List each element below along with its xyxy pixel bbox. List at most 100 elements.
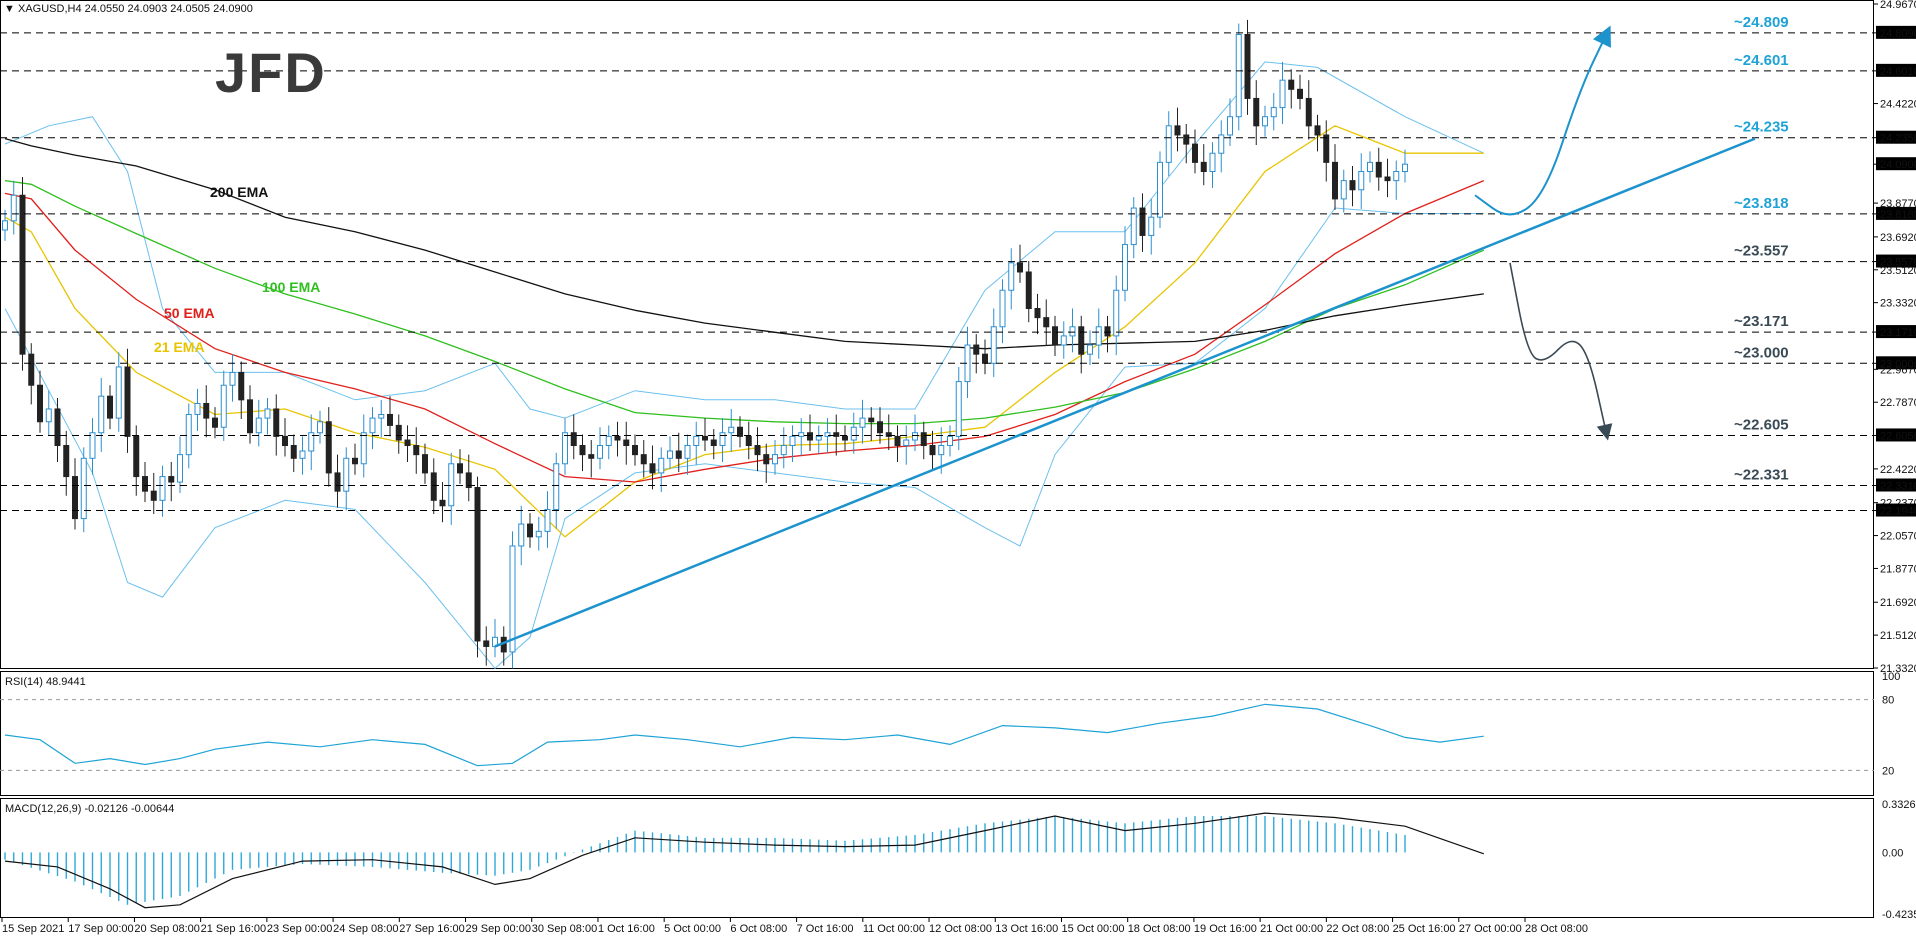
time-tick-label: 27 Sep 16:00: [399, 923, 464, 935]
price-tick-label: 24.8090: [1880, 28, 1916, 40]
candle-body: [912, 432, 918, 441]
candle-body: [1297, 88, 1303, 99]
candle-body: [37, 384, 43, 423]
candle-body: [929, 445, 936, 456]
candle-body: [955, 381, 962, 437]
ema-21-line: [4, 125, 1484, 538]
candle-body: [28, 353, 35, 386]
candle-body: [124, 366, 131, 437]
candle-body: [54, 408, 61, 447]
candle-body: [360, 432, 367, 465]
candle-body: [842, 435, 848, 441]
candle-body: [290, 445, 297, 459]
candle-body: [1270, 107, 1277, 118]
price-tick-label: 24.9670: [1880, 0, 1916, 11]
candlesticks: [2, 19, 1408, 669]
candle-body: [719, 432, 726, 447]
candle-body: [247, 399, 253, 434]
rsi-tick-label: 100: [1882, 671, 1900, 683]
rsi-line: [4, 703, 1484, 767]
ema-100-line: [4, 179, 1485, 425]
candle-body: [404, 439, 411, 447]
candle-body: [518, 523, 525, 547]
candle-body: [1104, 326, 1111, 337]
candle-body: [107, 395, 113, 419]
candle-body: [1393, 171, 1400, 182]
rsi-panel-frame: [0, 671, 1874, 796]
macd-tick-label: -0.4235: [1882, 909, 1916, 921]
candle-body: [579, 445, 586, 456]
candle-body: [614, 435, 621, 441]
macd-tick-label: 0.33268: [1882, 799, 1916, 811]
candle-body: [422, 454, 428, 474]
support-trendline: [494, 137, 1756, 648]
ema-label-50: 50 EMA: [164, 305, 215, 321]
collapse-triangle-icon[interactable]: ▼: [4, 3, 15, 15]
horizontal-levels: ~24.809 ~24.601 ~24.235 ~23.818 ~23.557 ~23.1…: [0, 14, 1874, 512]
candle-body: [1340, 180, 1347, 200]
time-tick-label: 5 Oct 00:00: [664, 923, 721, 935]
candle-body: [684, 445, 691, 459]
time-tick-label: 19 Oct 16:00: [1194, 923, 1257, 935]
time-tick-label: 15 Sep 2021: [2, 923, 64, 935]
candle-body: [1165, 125, 1172, 163]
candle-body: [177, 454, 183, 483]
candle-body: [632, 445, 638, 456]
candle-body: [483, 640, 490, 647]
candle-body: [509, 545, 516, 653]
ema-label-200: 200 EMA: [210, 184, 268, 200]
candle-body: [920, 432, 927, 447]
candle-body: [667, 450, 673, 459]
trendline-and-projections: [494, 25, 1756, 648]
price-tick-label: 22.6050: [1880, 430, 1916, 442]
candle-body: [1227, 116, 1233, 136]
candle-body: [1148, 216, 1155, 236]
candle-body: [168, 476, 175, 483]
level-label: ~24.601: [1734, 52, 1789, 69]
ema-200-line: [4, 137, 1484, 350]
candle-body: [527, 523, 533, 538]
candle-body: [605, 435, 612, 447]
candle-body: [1244, 34, 1251, 99]
time-tick-label: 7 Oct 16:00: [797, 923, 854, 935]
candle-body: [693, 435, 700, 447]
candle-body: [220, 384, 227, 428]
candle-body: [728, 426, 735, 434]
time-tick-label: 21 Sep 16:00: [201, 923, 266, 935]
candle-body: [1130, 207, 1137, 246]
candle-body: [448, 463, 455, 507]
time-tick-label: 29 Sep 00:00: [466, 923, 531, 935]
candle-body: [10, 194, 17, 222]
candle-body: [1034, 308, 1041, 319]
price-tag-box: [1876, 157, 1916, 171]
candle-body: [658, 457, 665, 474]
price-tick-label: 21.8770: [1880, 563, 1916, 575]
candle-body: [947, 435, 953, 447]
candle-body: [1174, 125, 1181, 136]
price-tag-box: [1876, 325, 1916, 339]
level-label: ~22.605: [1734, 416, 1789, 433]
candle-body: [1235, 34, 1242, 118]
bullish-projection-arrow: [1474, 25, 1611, 216]
candle-body: [1008, 262, 1015, 291]
price-tag-box: [1876, 254, 1916, 268]
candle-body: [439, 499, 446, 507]
candle-body: [588, 454, 595, 459]
candle-body: [2, 220, 8, 231]
candle-body: [203, 402, 210, 419]
candle-body: [194, 402, 201, 415]
candle-body: [325, 421, 332, 474]
candle-body: [562, 432, 568, 465]
candle-body: [430, 472, 437, 501]
candle-body: [1305, 97, 1312, 127]
price-tag-box: [1876, 130, 1916, 144]
time-tick-label: 13 Oct 16:00: [995, 923, 1058, 935]
level-label: ~23.557: [1734, 243, 1789, 260]
candle-body: [754, 445, 761, 456]
candle-body: [1183, 134, 1190, 145]
candle-body: [308, 432, 315, 452]
price-tag-box: [1876, 356, 1916, 370]
candle-body: [457, 463, 463, 474]
price-tick-label: 24.4220: [1880, 99, 1916, 111]
